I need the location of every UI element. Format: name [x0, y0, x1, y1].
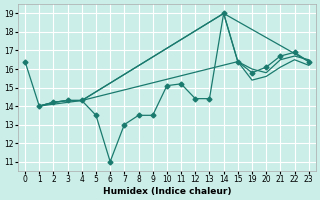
X-axis label: Humidex (Indice chaleur): Humidex (Indice chaleur): [103, 187, 231, 196]
